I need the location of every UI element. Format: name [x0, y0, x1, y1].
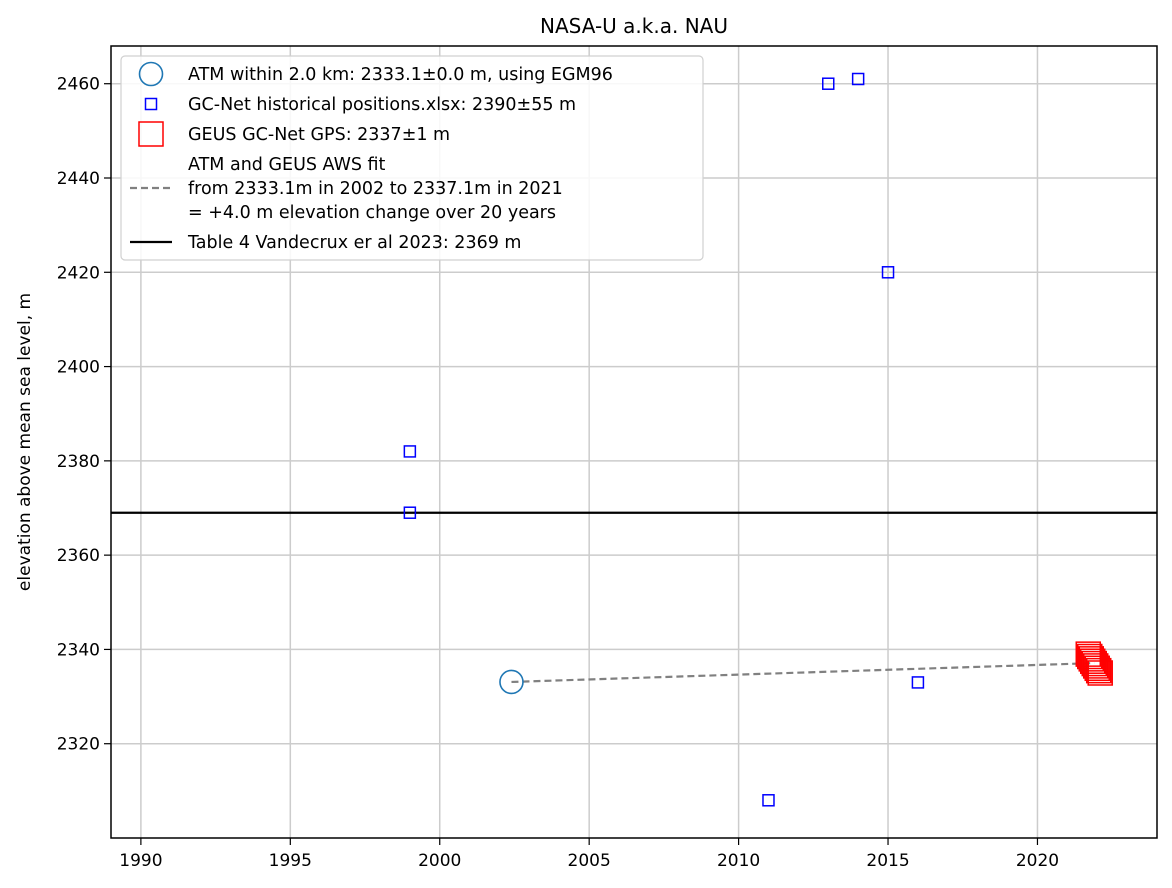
y-tick-label: 2400: [57, 358, 100, 378]
y-tick-label: 2440: [57, 169, 100, 189]
data-points: [403, 72, 1113, 807]
legend-label-table: Table 4 Vandecrux er al 2023: 2369 m: [187, 233, 521, 253]
atm-point: [499, 669, 524, 695]
y-tick-label: 2460: [57, 75, 100, 95]
legend-label-historical: GC-Net historical positions.xlsx: 2390±5…: [188, 95, 576, 115]
gps-point: [1084, 655, 1110, 682]
y-tick-label: 2420: [57, 263, 100, 283]
plot-area-frame: [110, 45, 1158, 839]
gps-point: [1081, 650, 1107, 677]
x-tick-label: 2000: [418, 851, 461, 871]
gps-point: [1085, 657, 1112, 684]
gps-point: [1082, 653, 1109, 679]
y-tick-label: 2340: [57, 640, 100, 660]
historical-point: [403, 506, 417, 519]
axis-ticks: 1990 1995 2000 2005 2010 2015 2020 2320 2340 2360…: [57, 75, 1059, 871]
historical-point: [762, 794, 775, 807]
fit-line-layer: [511, 662, 1095, 684]
legend-box: [120, 55, 704, 261]
y-tick-label: 2360: [57, 546, 100, 566]
historical-point: [911, 676, 925, 689]
legend-marker-gps: [138, 121, 164, 147]
fit-line: [511, 662, 1095, 684]
gps-point: [1087, 660, 1113, 686]
legend-label-fit: ATM and GEUS AWS fit from 2333.1m in 2002…: [188, 155, 563, 223]
historical-point: [851, 72, 865, 86]
historical-point: [881, 266, 895, 279]
x-tick-label: 1990: [119, 851, 162, 871]
legend: ATM within 2.0 km: 2333.1±0.0 m, using E…: [120, 55, 704, 261]
historical-point: [403, 445, 417, 458]
chart-title: NASA-U a.k.a. NAU: [540, 14, 728, 38]
x-tick-label: 1995: [269, 851, 312, 871]
y-tick-label: 2380: [57, 452, 100, 472]
legend-marker-historical: [144, 97, 158, 111]
legend-label-atm: ATM within 2.0 km: 2333.1±0.0 m, using E…: [188, 65, 613, 85]
x-tick-label: 2010: [717, 851, 760, 871]
legend-label-gps: GEUS GC-Net GPS: 2337±1 m: [188, 125, 450, 145]
x-tick-label: 2015: [866, 851, 909, 871]
y-axis-label: elevation above mean sea level, m: [15, 293, 35, 591]
x-tick-label: 2020: [1016, 851, 1059, 871]
y-tick-label: 2320: [57, 735, 100, 755]
legend-marker-atm: [138, 61, 164, 87]
x-tick-label: 2005: [568, 851, 611, 871]
historical-point: [822, 77, 835, 90]
